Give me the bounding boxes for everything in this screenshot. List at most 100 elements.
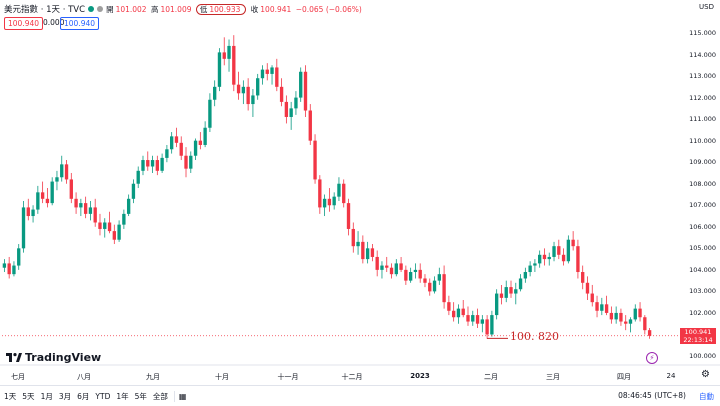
candle-body: [542, 254, 547, 260]
range-button[interactable]: 1年: [116, 391, 129, 401]
candle: [88, 200, 93, 221]
candle-body: [213, 86, 217, 100]
candle: [485, 315, 489, 339]
candle: [299, 67, 303, 102]
time-axis-label: 十二月: [341, 373, 363, 381]
candle: [169, 132, 174, 154]
candle: [327, 188, 332, 212]
candle: [432, 276, 437, 294]
candle-body: [131, 183, 136, 199]
candle: [265, 63, 269, 81]
price-axis-label: 105.000: [689, 244, 716, 253]
candle-body: [246, 86, 250, 105]
candle-body: [265, 69, 269, 74]
range-button[interactable]: 6月: [77, 391, 90, 401]
candle: [538, 250, 542, 268]
candle-body: [64, 164, 69, 180]
candle: [193, 138, 198, 161]
time-axis-label: 2023: [410, 372, 430, 380]
tradingview-logo[interactable]: TradingView: [6, 351, 101, 364]
candle: [356, 231, 360, 255]
candle-body: [385, 265, 389, 268]
candle-body: [494, 293, 499, 316]
gear-icon[interactable]: ⚙: [701, 369, 710, 380]
candle: [408, 267, 413, 283]
candle: [389, 263, 394, 279]
price-axis-label: 103.000: [689, 287, 716, 296]
candle-body: [313, 140, 317, 180]
candle: [614, 306, 618, 324]
candle: [365, 241, 370, 264]
range-button[interactable]: 3月: [58, 391, 72, 401]
range-button[interactable]: 5天: [22, 391, 35, 401]
auto-scale-toggle[interactable]: 自動: [699, 392, 714, 401]
candle-body: [327, 198, 332, 206]
candle: [136, 166, 140, 189]
symbol-title[interactable]: 美元指數 · 1天 · TVC: [4, 5, 86, 15]
candle: [571, 231, 575, 251]
clock-display[interactable]: 08:46:45 (UTC+8): [618, 391, 686, 400]
candle-body: [504, 287, 508, 298]
candle-body: [31, 209, 35, 217]
range-button[interactable]: 全部: [152, 391, 168, 401]
sell-price-box[interactable]: 100.940: [4, 17, 44, 30]
candle-body: [643, 317, 647, 331]
candle-body: [12, 265, 16, 275]
candle-body: [337, 183, 341, 197]
price-chart[interactable]: [0, 0, 720, 385]
candle-body: [380, 265, 384, 270]
candle: [17, 244, 21, 270]
time-axis-label: 九月: [146, 373, 160, 381]
candle: [222, 37, 226, 66]
candle: [332, 192, 336, 210]
lightning-icon[interactable]: ⚡: [646, 352, 658, 364]
candle: [385, 256, 389, 273]
range-button[interactable]: YTD: [95, 391, 111, 401]
candle-body: [461, 308, 465, 316]
calendar-icon[interactable]: ▦: [178, 391, 187, 401]
candle: [213, 80, 217, 107]
candle-body: [514, 289, 518, 294]
range-button[interactable]: 5年: [134, 391, 147, 401]
range-button[interactable]: 1天: [4, 391, 17, 401]
candle: [260, 65, 265, 85]
candle-body: [595, 302, 599, 311]
candle: [475, 308, 480, 329]
candle-body: [485, 319, 489, 335]
candle-body: [289, 108, 293, 117]
candle: [451, 302, 456, 322]
candle: [308, 104, 312, 145]
candle: [160, 153, 164, 173]
candle-body: [571, 239, 575, 247]
candle-body: [294, 97, 298, 109]
candle-body: [103, 222, 107, 229]
candle: [514, 282, 518, 305]
candle-body: [150, 160, 155, 167]
candle: [146, 151, 150, 171]
candle: [40, 181, 45, 204]
logo-text: TradingView: [25, 351, 102, 364]
candle: [270, 65, 274, 85]
candle: [447, 295, 451, 316]
candle: [74, 192, 78, 214]
candle-body: [232, 45, 236, 85]
candle-body: [279, 86, 284, 102]
candle-body: [88, 207, 93, 214]
ohlc-values: 開 101.002 高 101.009 低 100.933 收 100.941 −0.0…: [106, 3, 364, 15]
candle-body: [55, 177, 59, 182]
candle: [609, 306, 614, 324]
candle: [203, 121, 207, 148]
candle-body: [83, 203, 88, 214]
candle-body: [112, 231, 116, 240]
candle-body: [633, 308, 637, 320]
candle-body: [342, 183, 346, 204]
candle-body: [256, 78, 260, 96]
candle: [552, 241, 556, 262]
candle: [581, 265, 585, 290]
currency-label[interactable]: USD: [699, 3, 714, 11]
market-status-icon: [88, 6, 95, 12]
price-axis-label: 104.000: [689, 265, 716, 274]
range-button[interactable]: 1月: [40, 391, 53, 401]
buy-price-box[interactable]: 100.940: [60, 17, 100, 30]
candle-body: [471, 315, 475, 322]
